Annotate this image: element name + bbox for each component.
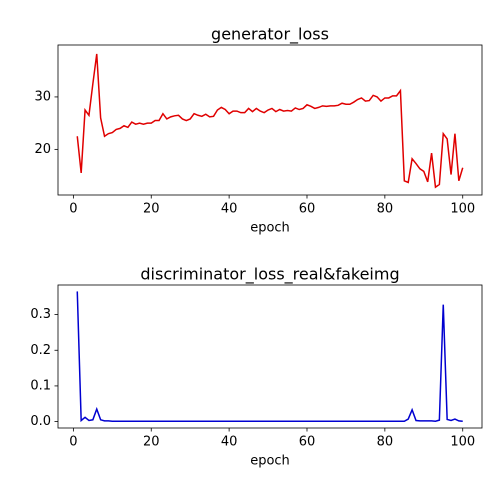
x-tick-label: 20 bbox=[143, 435, 160, 450]
x-tick-label: 100 bbox=[450, 435, 475, 450]
x-tick-label: 100 bbox=[450, 202, 475, 217]
x-tick-label: 0 bbox=[69, 202, 77, 217]
chart-title: generator_loss bbox=[211, 25, 329, 45]
x-axis-label: epoch bbox=[250, 454, 290, 469]
y-tick-label: 0.3 bbox=[30, 307, 51, 322]
x-tick-label: 80 bbox=[377, 435, 394, 450]
y-tick-label: 30 bbox=[34, 89, 51, 104]
line-series bbox=[76, 291, 463, 423]
line-series bbox=[76, 53, 464, 189]
y-tick-label: 20 bbox=[34, 142, 51, 157]
x-tick-label: 60 bbox=[299, 435, 316, 450]
axes-frame bbox=[57, 44, 483, 196]
chart-title: discriminator_loss_real&fakeimg bbox=[140, 265, 399, 285]
axes-frame bbox=[57, 284, 483, 429]
x-tick-label: 80 bbox=[377, 202, 394, 217]
x-tick-label: 0 bbox=[69, 435, 77, 450]
x-tick-label: 40 bbox=[221, 202, 238, 217]
y-tick-label: 0.0 bbox=[30, 414, 51, 429]
x-axis-label: epoch bbox=[250, 221, 290, 236]
x-tick-label: 60 bbox=[299, 202, 316, 217]
y-tick-label: 0.1 bbox=[30, 378, 51, 393]
x-tick-label: 40 bbox=[221, 435, 238, 450]
y-tick-label: 0.2 bbox=[30, 343, 51, 358]
x-tick-label: 20 bbox=[143, 202, 160, 217]
